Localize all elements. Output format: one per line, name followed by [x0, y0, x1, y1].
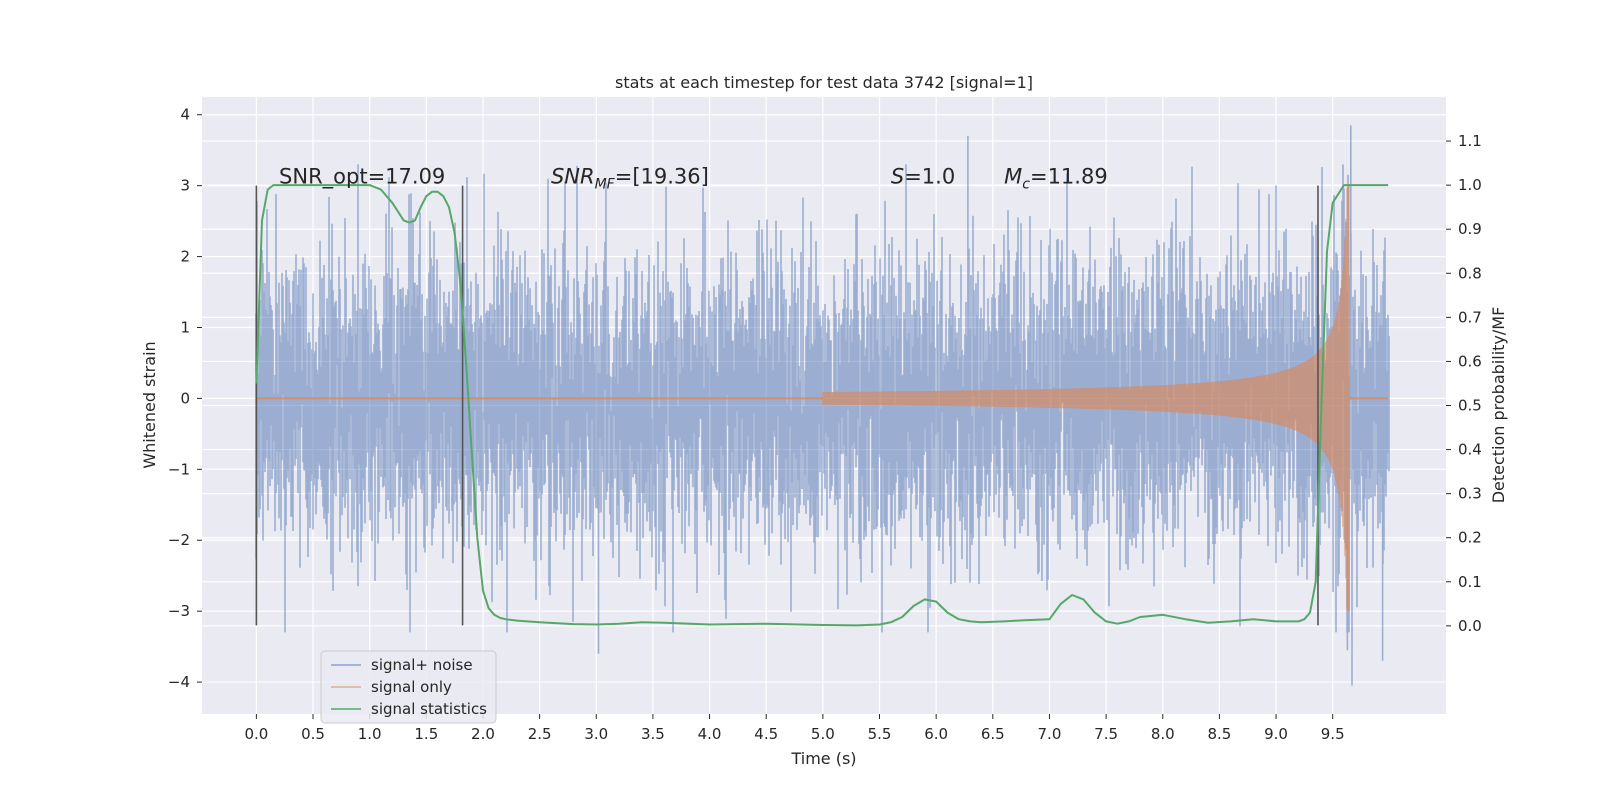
annotation-s-base: S [891, 165, 904, 189]
data-layer [255, 125, 1390, 686]
x-tick-label: 7.0 [1038, 725, 1062, 743]
x-tick-label: 9.0 [1264, 725, 1288, 743]
x-tick-label: 0.0 [244, 725, 268, 743]
x-tick-label: 1.5 [414, 725, 438, 743]
annotation-mc-rest: =11.89 [1030, 165, 1108, 189]
x-tick-label: 8.5 [1207, 725, 1231, 743]
x-tick-label: 7.5 [1094, 725, 1118, 743]
y-left-tick-label: 3 [180, 177, 190, 195]
x-tick-label: 6.5 [981, 725, 1005, 743]
y-left-tick-label: −4 [168, 673, 190, 691]
y-left-tick-label: 2 [180, 248, 190, 266]
y-left-tick-label: 4 [180, 106, 190, 124]
annotation-snr-opt: SNR_opt=17.09 [279, 165, 445, 190]
tick-labels: 0.0 0.5 1.0 1.5 2.0 2.5 3.0 3.5 4.0 4.5 5.0 5.5 6.0 6… [168, 106, 1482, 743]
y-left-tick-label: −2 [168, 531, 190, 549]
annotation-mc: Mc=11.89 [1004, 165, 1108, 193]
x-tick-label: 9.5 [1321, 725, 1345, 743]
y-right-tick-label: 0.4 [1458, 441, 1482, 459]
annotation-s: S=1.0 [891, 165, 955, 189]
annotation-snr-mf-rest: =[19.36] [615, 165, 709, 189]
legend-box [320, 650, 497, 724]
y-right-tick-label: 1.0 [1458, 176, 1482, 194]
y-right-tick-label: 1.1 [1458, 132, 1482, 150]
x-tick-label: 8.0 [1151, 725, 1175, 743]
y-right-tick-label: 0.8 [1458, 264, 1482, 282]
annotation-mc-base: M [1004, 165, 1022, 189]
y-left-tick-label: 0 [180, 389, 190, 407]
legend-label-signal-noise: signal+ noise [371, 656, 473, 674]
vertical-markers [255, 184, 1389, 627]
y-left-tick-label: −1 [168, 460, 190, 478]
x-tick-label: 0.5 [301, 725, 325, 743]
legend: signal+ noise signal only signal statist… [320, 650, 497, 724]
y-right-tick-label: 0.6 [1458, 352, 1482, 370]
y-right-tick-label: 0.5 [1458, 397, 1482, 415]
legend-label-signal-statistics: signal statistics [371, 700, 487, 718]
y-right-tick-label: 0.0 [1458, 617, 1482, 635]
y-right-tick-label: 0.7 [1458, 308, 1482, 326]
x-tick-label: 5.5 [868, 725, 892, 743]
annotation-mc-sub: c [1022, 177, 1030, 193]
annotation-s-rest: =1.0 [904, 165, 955, 189]
y-right-tick-label: 0.9 [1458, 220, 1482, 238]
y-left-tick-label: −3 [168, 602, 190, 620]
y-axis-right-label: Detection probability/MF [1489, 307, 1508, 504]
legend-label-signal-only: signal only [371, 678, 452, 696]
annotations: SNR_opt=17.09 SNRMF=[19.36] S=1.0 Mc=11.… [279, 165, 1108, 193]
x-tick-label: 5.0 [811, 725, 835, 743]
y-right-tick-label: 0.2 [1458, 529, 1482, 547]
x-tick-label: 6.0 [924, 725, 948, 743]
x-tick-label: 3.5 [641, 725, 665, 743]
y-axis-left-label: Whitened strain [140, 341, 159, 468]
x-axis-label: Time (s) [790, 749, 856, 768]
y-right-tick-label: 0.1 [1458, 573, 1482, 591]
series-signal-statistics [255, 184, 1389, 627]
annotation-snr-mf-base: SNR [551, 165, 595, 189]
annotation-snr-mf-sub: MF [595, 177, 616, 193]
x-tick-label: 3.0 [584, 725, 608, 743]
chart-title: stats at each timestep for test data 374… [615, 73, 1033, 92]
x-tick-label: 1.0 [358, 725, 382, 743]
x-tick-label: 4.5 [754, 725, 778, 743]
y-right-tick-label: 0.3 [1458, 485, 1482, 503]
x-tick-label: 2.0 [471, 725, 495, 743]
x-tick-label: 4.0 [698, 725, 722, 743]
x-tick-label: 2.5 [528, 725, 552, 743]
annotation-snr-mf: SNRMF=[19.36] [551, 165, 709, 193]
y-left-tick-label: 1 [180, 318, 190, 336]
